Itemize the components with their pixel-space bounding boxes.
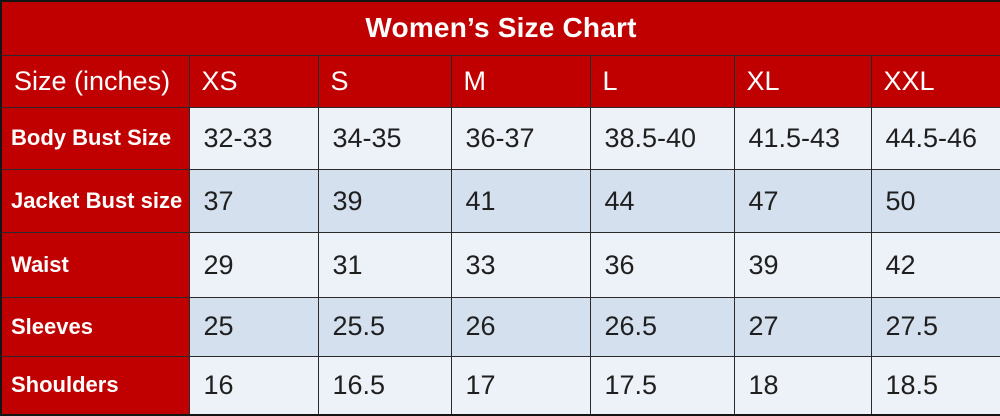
cell: 18 (733, 355, 872, 416)
row-label-body-bust-size: Body Bust Size (0, 106, 190, 171)
table-row-waist: Waist 29 31 33 36 39 42 (0, 232, 1000, 298)
title-row: Women’s Size Chart (0, 0, 1000, 56)
cell: 50 (870, 169, 1000, 234)
cell: 25 (188, 296, 319, 357)
cell: 27 (733, 296, 872, 357)
cell: 47 (733, 169, 872, 234)
row-label-waist: Waist (0, 232, 190, 298)
cell: 39 (317, 169, 452, 234)
cell: 31 (317, 232, 452, 298)
cell: 29 (188, 232, 319, 298)
column-header-row: Size (inches) XS S M L XL XXL (0, 54, 1000, 108)
table-row-shoulders: Shoulders 16 16.5 17 17.5 18 18.5 (0, 355, 1000, 416)
table-row-jacket-bust-size: Jacket Bust size 37 39 41 44 47 50 (0, 169, 1000, 234)
cell: 41.5-43 (733, 106, 872, 171)
cell: 25.5 (317, 296, 452, 357)
cell: 34-35 (317, 106, 452, 171)
cell: 16.5 (317, 355, 452, 416)
cell: 17 (450, 355, 591, 416)
cell: 26 (450, 296, 591, 357)
row-label-jacket-bust-size: Jacket Bust size (0, 169, 190, 234)
cell: 17.5 (589, 355, 735, 416)
cell: 44.5-46 (870, 106, 1000, 171)
header-s: S (317, 54, 452, 108)
cell: 36-37 (450, 106, 591, 171)
row-label-shoulders: Shoulders (0, 355, 190, 416)
header-xxl: XXL (870, 54, 1000, 108)
cell: 41 (450, 169, 591, 234)
cell: 39 (733, 232, 872, 298)
cell: 38.5-40 (589, 106, 735, 171)
cell: 37 (188, 169, 319, 234)
header-size-inches: Size (inches) (0, 54, 190, 108)
table-title: Women’s Size Chart (0, 0, 1000, 56)
table-row-sleeves: Sleeves 25 25.5 26 26.5 27 27.5 (0, 296, 1000, 357)
cell: 27.5 (870, 296, 1000, 357)
cell: 42 (870, 232, 1000, 298)
cell: 16 (188, 355, 319, 416)
header-l: L (589, 54, 735, 108)
cell: 18.5 (870, 355, 1000, 416)
header-xl: XL (733, 54, 872, 108)
header-m: M (450, 54, 591, 108)
header-xs: XS (188, 54, 319, 108)
row-label-sleeves: Sleeves (0, 296, 190, 357)
cell: 36 (589, 232, 735, 298)
cell: 33 (450, 232, 591, 298)
table-row-body-bust-size: Body Bust Size 32-33 34-35 36-37 38.5-40… (0, 106, 1000, 171)
cell: 32-33 (188, 106, 319, 171)
cell: 44 (589, 169, 735, 234)
cell: 26.5 (589, 296, 735, 357)
